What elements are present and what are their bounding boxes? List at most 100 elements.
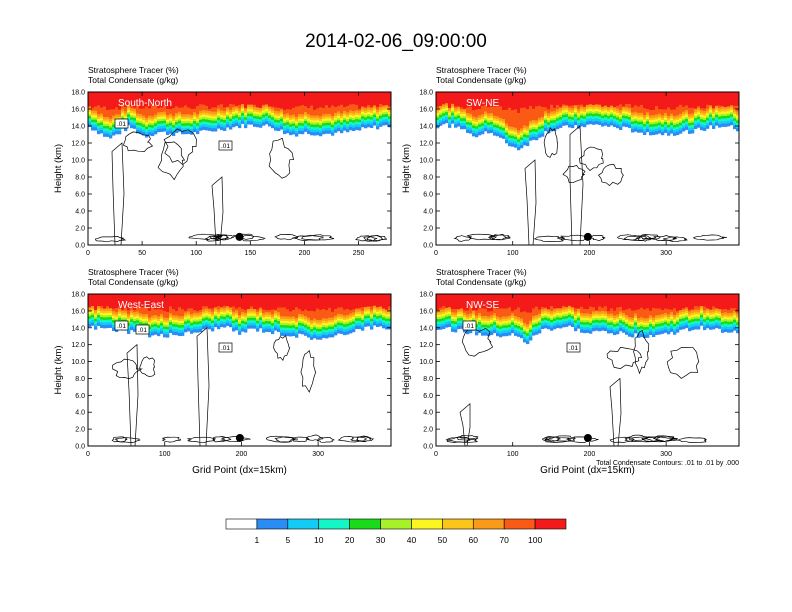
plot-frame [87, 91, 392, 246]
y-axis-label: Height (km) [53, 144, 64, 193]
y-tick-label: 10.0 [71, 359, 85, 366]
surface-contour [161, 436, 181, 443]
y-tick-label: 0.0 [423, 243, 433, 250]
location-marker [583, 232, 592, 241]
surface-contour [628, 434, 648, 442]
surface-contour [274, 436, 295, 443]
tower-contour [569, 125, 584, 245]
y-tick-label: 14.0 [419, 124, 433, 131]
colorbar-label: 20 [345, 535, 355, 545]
colorbar-label: 10 [314, 535, 324, 545]
plot-frame [435, 91, 740, 246]
y-tick-label: 18.0 [71, 90, 85, 97]
y-tick-label: 0.0 [75, 444, 85, 451]
surface-contour [609, 436, 635, 443]
panel-header-line: Total Condensate (g/kg) [436, 75, 526, 85]
surface-contour [188, 233, 223, 240]
y-tick-label: 2.0 [423, 427, 433, 434]
surface-contour [655, 435, 679, 442]
panel-header-line: Stratosphere Tracer (%) [88, 65, 179, 75]
panel-4: 0.0 2.0 4.0 6.0 8.0 10.0 12.0 14.0 16.0 18.0 0 100 2… [401, 267, 740, 476]
x-tick-label: 200 [236, 451, 248, 458]
y-tick-label: 16.0 [71, 107, 85, 114]
location-marker [583, 433, 592, 442]
x-tick-label: 0 [434, 451, 438, 458]
surface-contour [363, 235, 388, 242]
contour-label: .01 [117, 121, 126, 128]
colorbar-label: 40 [407, 535, 417, 545]
surface-contour [590, 234, 606, 242]
colorbar-swatch [287, 518, 320, 530]
tower-contour [609, 377, 622, 446]
contour-label-box [566, 342, 581, 353]
panel-2: 0.0 2.0 4.0 6.0 8.0 10.0 12.0 14.0 16.0 18.0 0 100 2… [401, 65, 740, 257]
surface-contour [545, 436, 573, 443]
panel-header-line: Stratosphere Tracer (%) [436, 65, 527, 75]
cloud-contour [598, 163, 624, 186]
cloud-contour [562, 164, 586, 184]
colorbar-swatch [411, 518, 443, 530]
x-tick-label: 100 [507, 451, 519, 458]
panel-header-line: Total Condensate (g/kg) [88, 277, 178, 287]
x-tick-label: 200 [299, 250, 311, 257]
contour-label-box [462, 320, 477, 331]
cloud-contour [139, 356, 156, 377]
panel-header-line: Total Condensate (g/kg) [436, 277, 526, 287]
contour-label-box [114, 118, 129, 129]
panel-label: South-North [118, 98, 172, 109]
tower-contour [211, 176, 224, 245]
location-marker [235, 433, 244, 442]
y-tick-label: 8.0 [75, 175, 85, 182]
cloud-contour [273, 335, 291, 362]
contour-footnote: Total Condensate Contours: .01 to .01 by… [596, 460, 739, 467]
x-tick-label: 150 [244, 250, 256, 257]
colorbar-swatch [503, 518, 536, 530]
y-tick-label: 8.0 [75, 376, 85, 383]
cloud-contour [461, 327, 494, 357]
surface-contour [635, 235, 652, 242]
x-tick-label: 250 [353, 250, 365, 257]
surface-contour [265, 435, 299, 443]
cloud-contour [543, 126, 558, 158]
x-tick-label: 300 [660, 250, 672, 257]
surface-contour [533, 235, 565, 242]
contour-label: .01 [465, 323, 474, 330]
x-tick-label: 0 [86, 250, 90, 257]
figure-title: 2014-02-06_09:00:00 [305, 31, 487, 52]
x-axis-label: Grid Point (dx=15km) [540, 465, 635, 476]
surface-contour [232, 233, 255, 240]
y-tick-label: 14.0 [419, 325, 433, 332]
contour-label-box [218, 342, 233, 353]
surface-contour [220, 436, 251, 442]
y-tick-label: 10.0 [419, 359, 433, 366]
y-tick-label: 6.0 [75, 192, 85, 199]
cloud-contour [268, 137, 294, 179]
contour-label: .01 [569, 345, 578, 352]
surface-contour [489, 233, 511, 241]
surface-contour [209, 234, 229, 241]
contour-label-box [135, 324, 150, 335]
colorbar-label: 50 [438, 535, 448, 545]
y-tick-label: 2.0 [75, 226, 85, 233]
surface-contour [693, 234, 727, 241]
plot-area [436, 294, 739, 446]
x-tick-label: 200 [584, 451, 596, 458]
tower-contour [111, 142, 125, 245]
y-tick-label: 12.0 [419, 141, 433, 148]
y-tick-label: 14.0 [71, 124, 85, 131]
panel-label: NW-SE [466, 300, 499, 311]
x-tick-label: 0 [86, 451, 90, 458]
contour-label-box [114, 320, 129, 331]
x-tick-label: 300 [312, 451, 324, 458]
x-tick-label: 100 [190, 250, 202, 257]
cloud-contour [112, 358, 143, 380]
surface-contour [650, 235, 677, 241]
surface-contour [301, 234, 335, 241]
y-tick-label: 16.0 [419, 308, 433, 315]
x-tick-label: 200 [584, 250, 596, 257]
surface-contour [187, 436, 216, 444]
surface-contour [213, 234, 230, 241]
x-tick-label: 100 [507, 250, 519, 257]
